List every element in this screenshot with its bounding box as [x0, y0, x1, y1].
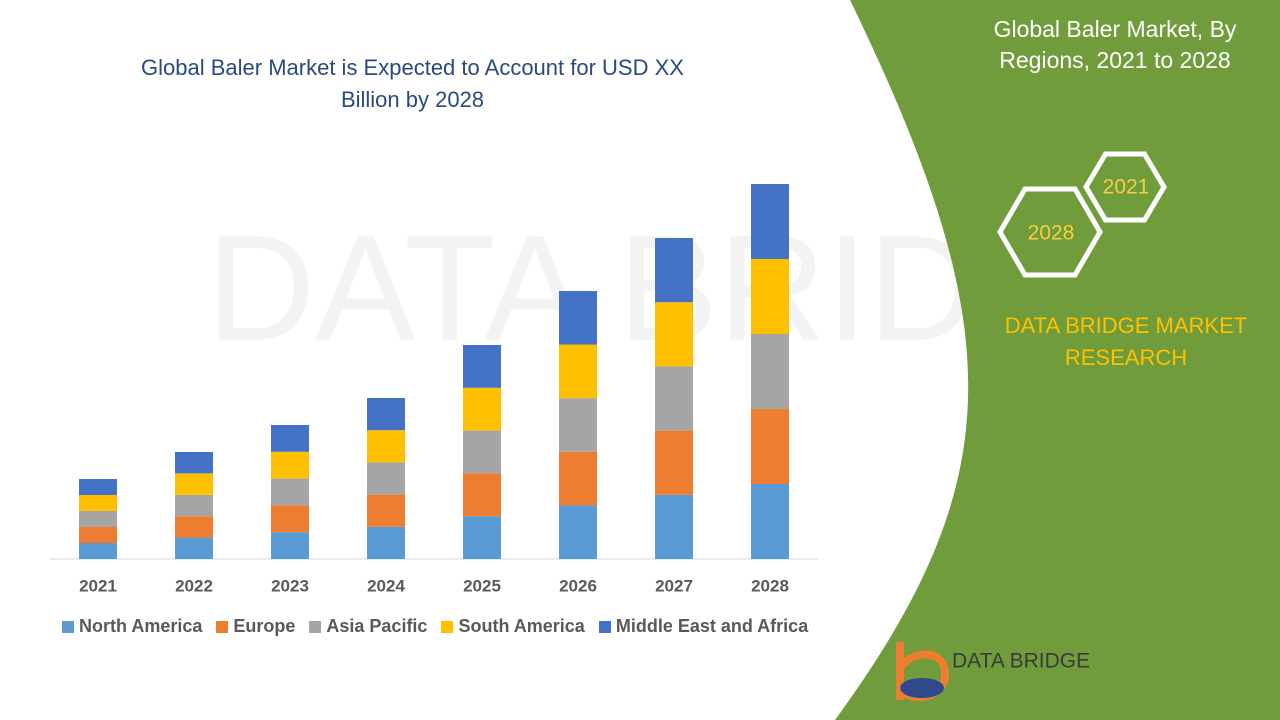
bar-segment [463, 345, 501, 388]
legend-swatch [216, 620, 229, 633]
legend-item: South America [441, 616, 585, 637]
bar-segment [463, 387, 501, 431]
legend-label: Middle East and Africa [615, 616, 809, 636]
logo-icon [900, 678, 944, 698]
bar-segment [79, 511, 117, 527]
legend-label: Europe [233, 616, 296, 636]
x-tick-label: 2024 [367, 576, 405, 595]
bar-segment [463, 430, 501, 474]
legend-item: Middle East and Africa [598, 616, 809, 637]
bar-segment [751, 334, 789, 409]
bar-segment [655, 366, 693, 431]
x-tick-label: 2026 [559, 576, 597, 595]
bar-segment [271, 451, 309, 479]
legend-swatch [62, 620, 74, 633]
bar-segment [559, 451, 597, 506]
hexagon-label: 2021 [1103, 176, 1150, 199]
brand-text: DATA BRIDGE MARKET RESEARCH [1004, 313, 1248, 370]
bar-segment [751, 409, 789, 484]
bar-segment [559, 291, 597, 345]
bar-segment [559, 398, 597, 452]
bar-segment [79, 479, 117, 495]
bar-segment [271, 478, 309, 506]
hexagon [1083, 151, 1167, 223]
bar-segment [655, 238, 693, 303]
bar-segment [655, 302, 693, 367]
bar-segment [367, 398, 405, 431]
legend-swatch [441, 620, 454, 633]
panel-title: Global Baler Market, By Regions, 2021 to… [800, 14, 1280, 76]
bar-segment [751, 184, 789, 259]
side-panel-bg [835, 0, 1280, 720]
x-tick-label: 2023 [271, 576, 309, 595]
bar-segment [175, 473, 213, 495]
bar-segment [463, 473, 501, 517]
bar-segment [367, 462, 405, 495]
legend-item: North America [62, 616, 202, 637]
bar-segment [463, 516, 501, 559]
bar-segment [271, 505, 309, 533]
bar-segment [559, 344, 597, 399]
legend: North America Europe Asia Pacific South Ame… [62, 616, 808, 637]
chart-title: Global Baler Market is Expected to Accou… [141, 55, 684, 112]
x-tick-label: 2027 [655, 576, 693, 595]
legend-item: Europe [216, 616, 295, 637]
legend-swatch [309, 620, 322, 633]
bar-segment [79, 527, 117, 543]
bar-segment [751, 259, 789, 334]
panel-title-text: Global Baler Market, By Regions, 2021 to… [993, 16, 1237, 73]
bar-segment [79, 543, 117, 559]
bar-segment [271, 425, 309, 452]
bar-segment [367, 430, 405, 463]
legend-label: Asia Pacific [326, 616, 428, 636]
hexagon-label: 2028 [1028, 222, 1075, 245]
bar-segment [271, 532, 309, 559]
x-tick-label: 2025 [463, 576, 501, 595]
x-tick-label: 2028 [751, 576, 789, 595]
bar-segment [751, 484, 789, 559]
x-tick-label: 2022 [175, 576, 213, 595]
legend-label: South America [458, 616, 585, 636]
bar-segment [79, 495, 117, 511]
legend-swatch [598, 620, 611, 633]
hexagon [997, 186, 1103, 278]
legend-item: Asia Pacific [309, 616, 427, 637]
logo-text: DATA BRIDGE [952, 650, 1090, 673]
bar-segment [175, 494, 213, 517]
bar-segment [367, 526, 405, 559]
legend-label: North America [79, 616, 203, 636]
bar-segment [175, 516, 213, 538]
bar-segment [175, 537, 213, 559]
bar-segment [559, 505, 597, 559]
x-tick-label: 2021 [79, 576, 117, 595]
bar-segment [175, 452, 213, 474]
bar-segment [367, 494, 405, 527]
bar-segment [655, 430, 693, 495]
bar-segment [655, 494, 693, 559]
